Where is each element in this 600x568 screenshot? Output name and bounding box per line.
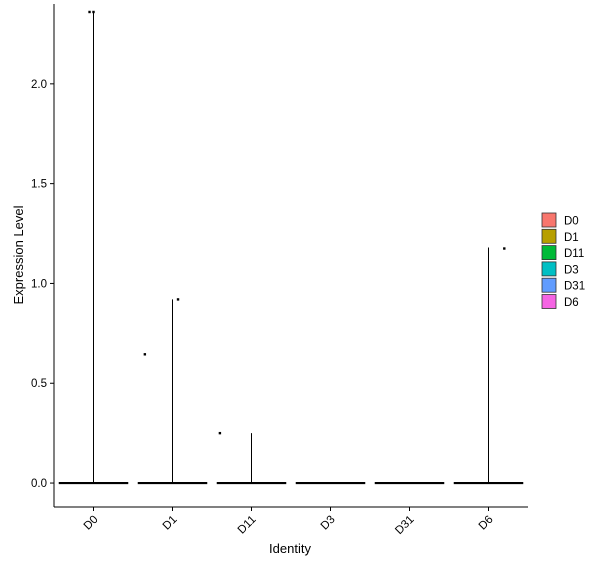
y-tick-label: 0.5 bbox=[31, 378, 47, 390]
x-tick-label: D31 bbox=[393, 514, 416, 537]
legend-key-D31 bbox=[541, 277, 557, 293]
x-axis-title: Identity bbox=[269, 541, 311, 556]
y-axis-ticks: 0.0 0.5 1.0 1.5 2.0 bbox=[31, 79, 54, 490]
data-point-D0-0 bbox=[88, 10, 91, 14]
data-point-D1-1 bbox=[176, 298, 180, 301]
x-tick-label: D6 bbox=[477, 514, 496, 533]
x-tick-label: D3 bbox=[319, 514, 338, 533]
legend-label-D11: D11 bbox=[564, 248, 584, 260]
y-tick-label: 2.0 bbox=[31, 79, 47, 91]
legend-label-D3: D3 bbox=[564, 264, 579, 276]
legend-label-D6: D6 bbox=[564, 297, 579, 309]
data-point-D1-0 bbox=[143, 353, 147, 356]
y-tick-label: 1.0 bbox=[31, 278, 47, 290]
legend-key-D1 bbox=[541, 228, 557, 244]
legend-key-D6 bbox=[541, 294, 557, 309]
jitter-points-layer bbox=[88, 10, 506, 435]
x-tick-label: D1 bbox=[161, 514, 180, 533]
violins-layer bbox=[58, 11, 524, 485]
legend-label-D31: D31 bbox=[564, 281, 585, 293]
legend-key-D3 bbox=[541, 261, 557, 277]
legend-key-D0 bbox=[541, 212, 557, 228]
x-axis-ticks: D0 D1 D11 D3 D31 D6 bbox=[82, 507, 496, 537]
legend-key-D11 bbox=[541, 245, 557, 261]
y-tick-label: 1.5 bbox=[31, 179, 47, 191]
data-point-D0-1 bbox=[92, 10, 95, 14]
y-tick-label: 0.0 bbox=[31, 478, 47, 490]
data-point-D11-0 bbox=[218, 431, 222, 435]
y-axis-title: Expression Level bbox=[11, 205, 26, 304]
legend-label-D0: D0 bbox=[564, 216, 579, 228]
x-tick-label: D11 bbox=[236, 514, 259, 537]
legend-label-D1: D1 bbox=[564, 232, 579, 244]
data-point-D6-0 bbox=[503, 247, 506, 250]
x-tick-label: D0 bbox=[82, 514, 101, 533]
legend: D0 D1 D11 D3 D31 D6 bbox=[541, 212, 585, 309]
